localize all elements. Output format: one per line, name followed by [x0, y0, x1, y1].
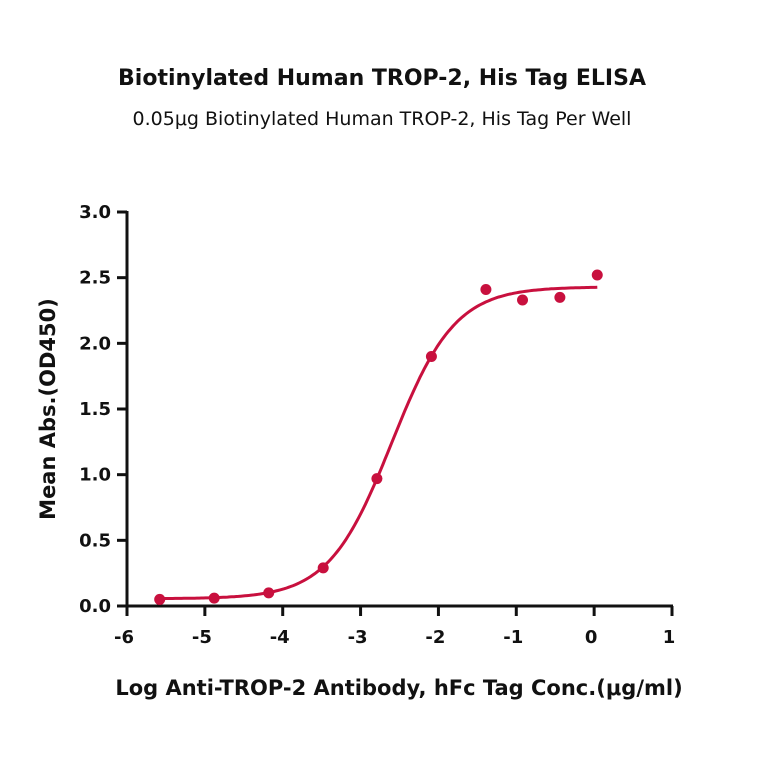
y-tick-label: 2.5: [79, 268, 111, 289]
data-point: [554, 291, 566, 303]
fit-curve: [159, 285, 598, 601]
data-point: [425, 350, 437, 362]
y-tick-label: 2.0: [79, 333, 111, 354]
data-point: [480, 283, 492, 295]
x-tick-label: -3: [348, 627, 368, 648]
data-point: [517, 294, 529, 306]
data-point: [591, 269, 603, 281]
y-tick-label: 0.5: [79, 530, 111, 551]
data-point: [371, 473, 383, 485]
y-tick-label: 1.0: [79, 465, 111, 486]
chart-subtitle: 0.05μg Biotinylated Human TROP-2, His Ta…: [132, 108, 632, 130]
y-axis-label: Mean Abs.(OD450): [36, 298, 60, 520]
data-point: [154, 593, 166, 605]
x-tick-label: 1: [663, 627, 676, 648]
data-point: [208, 592, 220, 604]
data-point: [263, 587, 275, 599]
x-tick-label: -5: [192, 627, 212, 648]
x-tick-label: -6: [114, 627, 134, 648]
y-tick-label: 3.0: [79, 202, 111, 223]
data-point: [317, 562, 329, 574]
y-tick-label: 0.0: [79, 596, 111, 617]
x-tick-label: -4: [270, 627, 290, 648]
x-axis-label: Log Anti-TROP-2 Antibody, hFc Tag Conc.(…: [115, 676, 682, 700]
x-tick-label: 0: [585, 627, 598, 648]
x-tick-label: -1: [503, 627, 523, 648]
x-tick-label: -2: [425, 627, 445, 648]
y-tick-label: 1.5: [79, 399, 111, 420]
chart-title: Biotinylated Human TROP-2, His Tag ELISA: [118, 66, 646, 91]
